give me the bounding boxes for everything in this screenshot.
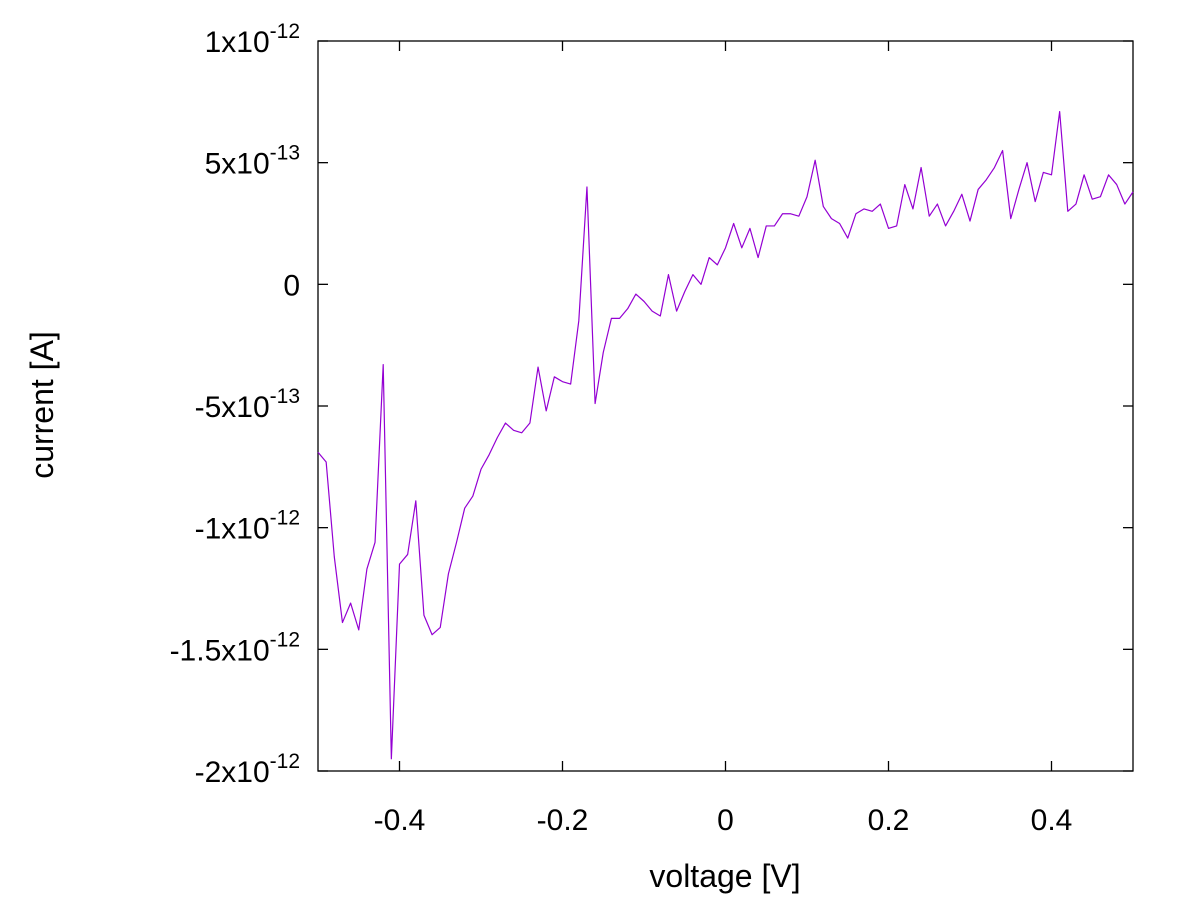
x-tick-label: 0.2 xyxy=(868,804,910,837)
y-tick-label: 0 xyxy=(283,269,300,302)
y-tick-mantissa: 5x10 xyxy=(205,148,270,181)
y-tick-exponent: -13 xyxy=(270,385,300,408)
y-tick-label: 5x10-13 xyxy=(205,142,300,181)
y-tick-exponent: -13 xyxy=(270,142,300,165)
y-tick-mantissa: -2x10 xyxy=(195,756,270,789)
y-tick-label: 1x10-12 xyxy=(205,20,300,59)
y-tick-mantissa: -1x10 xyxy=(195,513,270,546)
y-tick-exponent: -12 xyxy=(270,507,300,530)
y-axis-ticks: 1x10-125x10-130-5x10-13-1x10-12-1.5x10-1… xyxy=(170,20,1133,789)
x-tick-label: 0 xyxy=(717,804,734,837)
y-tick-label: -2x10-12 xyxy=(195,750,300,789)
y-tick-label: -1.5x10-12 xyxy=(170,628,300,667)
x-axis-label: voltage [V] xyxy=(649,858,800,894)
y-tick-exponent: -12 xyxy=(270,750,300,773)
y-axis-label: current [A] xyxy=(24,331,60,479)
y-tick-exponent: -12 xyxy=(270,20,300,43)
plot-frame xyxy=(317,40,1134,772)
x-tick-label: -0.2 xyxy=(537,804,589,837)
y-tick-label: -5x10-13 xyxy=(195,385,300,424)
series-line xyxy=(317,110,1134,760)
y-tick-mantissa: -1.5x10 xyxy=(170,634,270,667)
y-tick-label: -1x10-12 xyxy=(195,507,300,546)
x-tick-label: 0.4 xyxy=(1031,804,1073,837)
y-tick-exponent: -12 xyxy=(270,628,300,651)
x-axis-ticks: -0.4 -0.2 0 0.2 0.4 xyxy=(374,41,1073,837)
y-tick-mantissa: -5x10 xyxy=(195,391,270,424)
y-tick-mantissa: 1x10 xyxy=(205,26,270,59)
x-tick-label: -0.4 xyxy=(374,804,426,837)
